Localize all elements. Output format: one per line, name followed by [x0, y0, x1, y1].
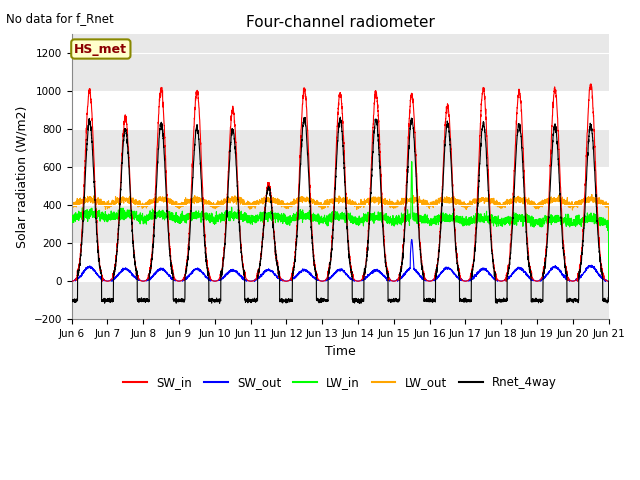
Legend: SW_in, SW_out, LW_in, LW_out, Rnet_4way: SW_in, SW_out, LW_in, LW_out, Rnet_4way — [119, 371, 561, 394]
Bar — [72, 243, 609, 281]
Y-axis label: Solar radiation (W/m2): Solar radiation (W/m2) — [15, 106, 28, 248]
Text: No data for f_Rnet: No data for f_Rnet — [6, 12, 114, 25]
Bar — [72, 91, 609, 129]
Bar — [72, 167, 609, 205]
X-axis label: Time: Time — [324, 345, 355, 358]
Title: Four-channel radiometer: Four-channel radiometer — [246, 15, 435, 30]
Text: HS_met: HS_met — [74, 43, 127, 56]
